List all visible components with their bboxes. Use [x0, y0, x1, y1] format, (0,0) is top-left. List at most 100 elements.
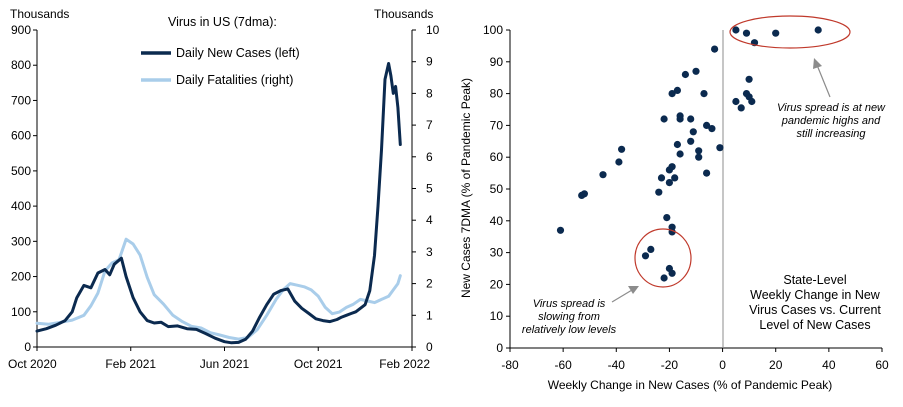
scatter-point	[732, 26, 740, 34]
scatter-point	[663, 214, 671, 222]
left-y-tick-label: 300	[11, 234, 31, 248]
right-y-tick-label: 0	[426, 340, 433, 354]
scatter-point	[641, 252, 650, 260]
left-y-tick-label: 400	[11, 199, 31, 213]
state-level-note-line-1: State-Level	[783, 273, 846, 287]
left-plot-area	[35, 62, 402, 345]
arrow-top-right	[813, 58, 831, 98]
state-level-note-line-2: Weekly Change in New	[750, 288, 881, 302]
scatter-y-tick-label: 30	[490, 246, 504, 260]
left-y-tick-label: 100	[11, 305, 31, 319]
scatter-point	[748, 97, 756, 106]
scatter-point	[660, 115, 668, 123]
scatter-point	[695, 153, 703, 161]
time-x-tick-label: Feb 2022	[379, 357, 430, 371]
scatter-point	[676, 150, 684, 158]
scatter-point	[673, 86, 682, 94]
scatter-x-tick-label: 20	[769, 358, 783, 372]
left-y-axis: 0 100 200 300 400 500 600 700 800 900	[11, 23, 38, 354]
right-y-tick-label: 6	[426, 150, 433, 164]
scatter-point	[556, 226, 565, 234]
scatter-points	[556, 26, 822, 282]
arrow-bottom-left	[611, 286, 639, 303]
state-level-note: State-Level Weekly Change in New Virus C…	[749, 273, 881, 332]
left-y-tick-label: 700	[11, 93, 31, 107]
scatter-point	[618, 145, 626, 153]
annotation-bottom-left-line-1: Virus spread is	[533, 298, 606, 310]
state-scatter-chart: 0 10 20 30 40 50 60 70 80 90 100 -80 -60 -40 -20 0 20 40…	[459, 15, 889, 392]
state-level-note-line-4: Level of New Cases	[759, 318, 870, 332]
scatter-x-tick-label: -80	[501, 358, 519, 372]
scatter-point	[708, 125, 716, 133]
scatter-point	[671, 174, 679, 182]
legend-label-fatalities: Daily Fatalities (right)	[176, 73, 293, 87]
scatter-point	[665, 179, 674, 187]
annotation-bottom-left: Virus spread is slowing from relatively …	[522, 298, 617, 336]
scatter-y-tick-label: 0	[496, 341, 503, 355]
scatter-point	[676, 115, 684, 123]
highlight-ellipse-top-right	[729, 15, 851, 49]
scatter-point	[732, 97, 740, 106]
scatter-x-tick-label: 40	[822, 358, 836, 372]
annotation-top-right-line-2: pandemic highs and	[781, 115, 881, 127]
right-y-tick-label: 5	[426, 182, 433, 196]
left-y-tick-label: 800	[11, 58, 31, 72]
scatter-point	[599, 171, 607, 179]
scatter-point	[700, 90, 708, 98]
scatter-y-axis: 0 10 20 30 40 50 60 70 80 90 100	[483, 23, 511, 355]
scatter-point	[687, 137, 695, 145]
scatter-point	[814, 26, 822, 34]
scatter-y-tick-label: 40	[490, 214, 504, 228]
left-y-tick-label: 900	[11, 23, 31, 37]
scatter-y-tick-label: 20	[490, 277, 504, 291]
scatter-y-axis-title: New Cases 7DMA (% of Pandemic Peak)	[459, 78, 473, 298]
scatter-x-tick-label: 60	[875, 358, 889, 372]
annotation-top-right: Virus spread is at new pandemic highs an…	[777, 102, 886, 140]
scatter-x-tick-label: 0	[719, 358, 726, 372]
scatter-x-tick-label: -60	[554, 358, 572, 372]
scatter-point	[647, 245, 655, 253]
scatter-point	[580, 190, 589, 198]
scatter-y-tick-label: 70	[490, 118, 504, 132]
scatter-point	[703, 121, 711, 129]
series-line-new-cases	[35, 62, 402, 345]
annotation-top-right-line-3: still increasing	[796, 128, 866, 140]
scatter-point	[716, 144, 724, 152]
series-line-fatalities	[35, 237, 402, 341]
left-y-tick-label: 500	[11, 164, 31, 178]
annotation-top-right-line-1: Virus spread is at new	[777, 102, 886, 114]
scatter-y-tick-label: 80	[490, 87, 504, 101]
left-chart-legend: Daily New Cases (left) Daily Fatalities …	[141, 46, 300, 87]
scatter-point	[681, 70, 690, 79]
scatter-x-tick-label: -40	[608, 358, 626, 372]
time-x-tick-label: Feb 2021	[105, 357, 156, 371]
right-y-tick-label: 8	[426, 86, 433, 100]
scatter-point	[657, 174, 666, 182]
scatter-point	[745, 75, 753, 83]
scatter-y-tick-label: 50	[490, 182, 504, 196]
left-chart-title: Virus in US (7dma):	[168, 15, 277, 29]
scatter-y-tick-label: 10	[490, 309, 504, 323]
scatter-y-tick-label: 90	[490, 55, 504, 69]
right-y-tick-label: 10	[426, 23, 440, 37]
scatter-point	[695, 147, 703, 155]
right-y-tick-label: 7	[426, 118, 433, 132]
scatter-point	[711, 45, 719, 53]
annotation-bottom-left-line-2: slowing from	[538, 311, 600, 323]
state-level-note-line-3: Virus Cases vs. Current	[749, 303, 881, 317]
scatter-point	[615, 158, 623, 166]
right-y-tick-label: 2	[426, 277, 433, 291]
scatter-point	[737, 104, 745, 112]
right-y-tick-label: 3	[426, 245, 433, 259]
scatter-point	[655, 188, 663, 196]
scatter-point	[772, 29, 780, 37]
scatter-x-axis-title: Weekly Change in New Cases (% of Pandemi…	[548, 378, 833, 392]
scatter-point	[692, 67, 700, 75]
scatter-point	[660, 274, 668, 282]
scatter-point	[703, 169, 711, 177]
right-y-tick-label: 1	[426, 308, 433, 322]
time-x-tick-label: Jun 2021	[200, 357, 250, 371]
scatter-point	[668, 163, 676, 171]
